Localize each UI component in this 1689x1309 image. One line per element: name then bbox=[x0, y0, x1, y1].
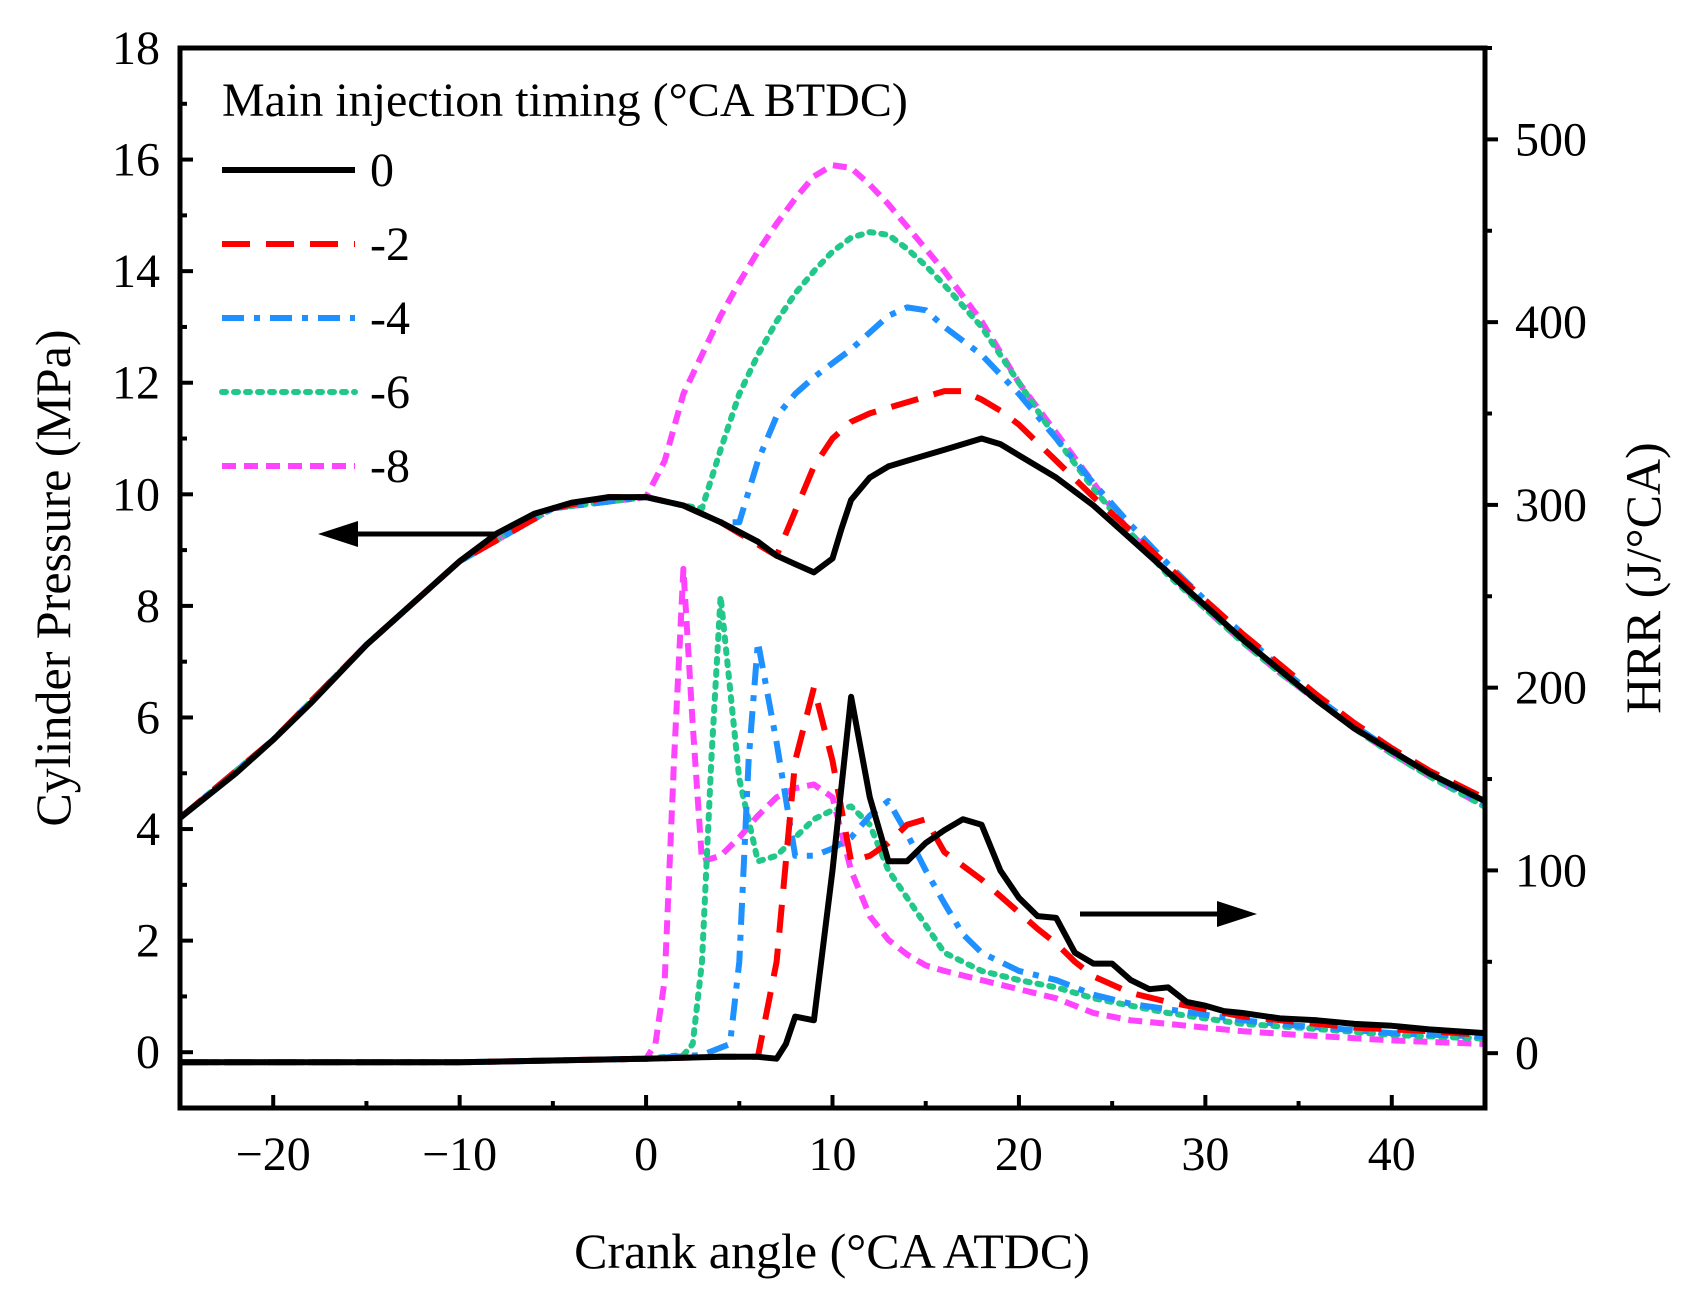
y-tick-label: 16 bbox=[112, 134, 160, 187]
hrr-line--6 bbox=[180, 593, 1485, 1066]
legend-title: Main injection timing (°CA BTDC) bbox=[222, 74, 908, 127]
legend-label-0: 0 bbox=[370, 144, 394, 197]
y2-axis-title: HRR (J/°CA) bbox=[1615, 442, 1671, 713]
y-axis-title: Cylinder Pressure (MPa) bbox=[25, 329, 81, 826]
y2-tick-label: 100 bbox=[1515, 844, 1587, 897]
y-tick-label: 8 bbox=[136, 580, 160, 633]
pressure-line-0 bbox=[180, 435, 1485, 821]
y-tick-label: 18 bbox=[112, 22, 160, 75]
x-tick-label: 30 bbox=[1181, 1128, 1229, 1181]
y-tick-label: 12 bbox=[112, 357, 160, 410]
y-tick-label: 6 bbox=[136, 691, 160, 744]
x-axis-title: Crank angle (°CA ATDC) bbox=[574, 1223, 1090, 1279]
x-tick-label: 10 bbox=[809, 1128, 857, 1181]
left-arrow-head bbox=[318, 521, 358, 547]
axis-ticks: −20 −10 0 10 20 30 400246810121416180100200300… bbox=[112, 22, 1587, 1181]
x-tick-label: 40 bbox=[1368, 1128, 1416, 1181]
hrr-line--4 bbox=[180, 639, 1485, 1066]
y-tick-label: 14 bbox=[112, 245, 160, 298]
y2-tick-label: 0 bbox=[1515, 1027, 1539, 1080]
x-tick-label: −10 bbox=[422, 1128, 497, 1181]
hrr-line--2 bbox=[180, 684, 1485, 1066]
legend: Main injection timing (°CA BTDC) 0 -2 -4 -6… bbox=[219, 74, 908, 493]
legend-label--8: -8 bbox=[370, 440, 410, 493]
legend-label--4: -4 bbox=[370, 292, 410, 345]
y-tick-label: 0 bbox=[136, 1026, 160, 1079]
hrr-line--8 bbox=[180, 565, 1485, 1066]
legend-label--2: -2 bbox=[370, 218, 410, 271]
y-tick-label: 2 bbox=[136, 915, 160, 968]
y2-tick-label: 400 bbox=[1515, 296, 1587, 349]
x-tick-label: 0 bbox=[634, 1128, 658, 1181]
hrr-line-0 bbox=[180, 693, 1485, 1066]
x-tick-label: 20 bbox=[995, 1128, 1043, 1181]
plot-curves bbox=[180, 162, 1485, 1066]
x-tick-label: −20 bbox=[236, 1128, 311, 1181]
pressure-line--4 bbox=[180, 304, 1485, 821]
y-tick-label: 4 bbox=[136, 803, 160, 856]
y-tick-label: 10 bbox=[112, 468, 160, 521]
legend-label--6: -6 bbox=[370, 366, 410, 419]
plot-frame bbox=[177, 45, 1488, 1111]
axis-arrows bbox=[318, 521, 1257, 927]
right-arrow-head bbox=[1217, 901, 1257, 927]
y2-tick-label: 500 bbox=[1515, 113, 1587, 166]
y2-tick-label: 200 bbox=[1515, 662, 1587, 715]
y2-tick-label: 300 bbox=[1515, 479, 1587, 532]
